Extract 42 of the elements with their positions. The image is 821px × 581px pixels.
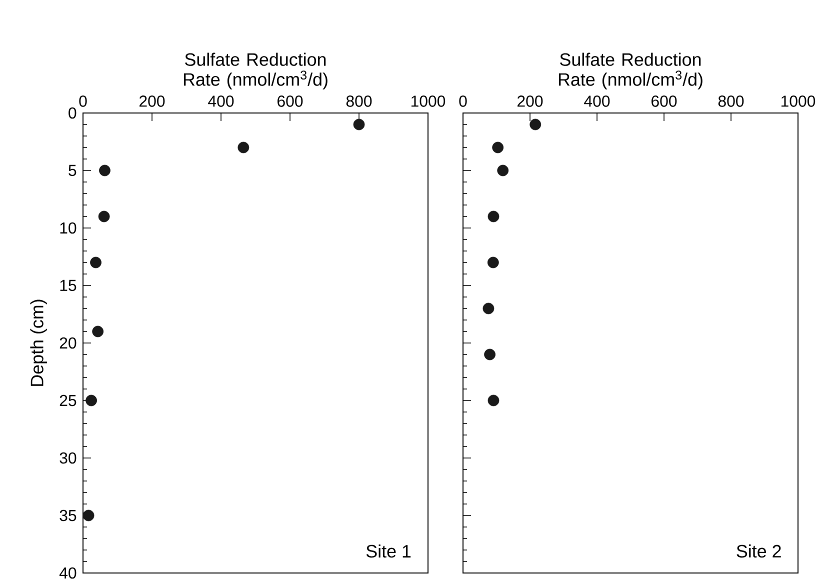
y-tick-label: 25 — [60, 394, 76, 406]
point — [484, 348, 496, 360]
point — [530, 118, 542, 130]
annotation: Site 1 — [366, 544, 411, 558]
y-axis-title: Depth (cm) — [30, 300, 47, 386]
x-tick-label: 400 — [208, 96, 234, 107]
point — [99, 164, 110, 176]
y-tick-label: 20 — [60, 337, 76, 349]
point — [353, 118, 365, 130]
x-tick-label: 1000 — [412, 96, 446, 107]
x-tick-label: 800 — [718, 96, 744, 107]
y-tick-label: 35 — [60, 510, 76, 522]
y-tick-label: 40 — [59, 567, 76, 579]
point — [482, 302, 494, 314]
point — [92, 326, 104, 338]
x-tick-label: 600 — [652, 96, 677, 107]
annotation: Site 2 — [736, 544, 781, 558]
x-tick-label: 600 — [278, 96, 303, 107]
x-tick-label: 0 — [79, 96, 87, 107]
point — [488, 394, 500, 406]
point — [487, 256, 499, 268]
x-tick-label: 200 — [518, 96, 543, 107]
point — [90, 256, 102, 268]
point — [82, 510, 94, 522]
point — [488, 210, 500, 222]
point — [238, 142, 250, 154]
x-tick-label: 200 — [140, 96, 165, 107]
point — [492, 142, 504, 154]
point — [497, 164, 509, 176]
y-tick-label: 0 — [68, 107, 76, 119]
y-tick-label: 15 — [60, 280, 76, 292]
x-tick-label: 800 — [346, 96, 372, 107]
x-axis-title: Sulfate Reduction Rate (nmol/cm$^{3}$/d) — [184, 52, 328, 90]
x-tick-label: 0 — [459, 96, 467, 107]
x-tick-label: 400 — [584, 96, 610, 107]
x-tick-label: 1000 — [782, 96, 816, 107]
y-tick-label: 5 — [68, 164, 76, 176]
y-tick-label: 30 — [60, 452, 76, 464]
point — [98, 210, 110, 222]
x-axis-title: Sulfate Reduction Rate (nmol/cm$^{3}$/d) — [558, 52, 702, 90]
y-tick-label: 10 — [60, 222, 76, 234]
point — [86, 394, 97, 406]
